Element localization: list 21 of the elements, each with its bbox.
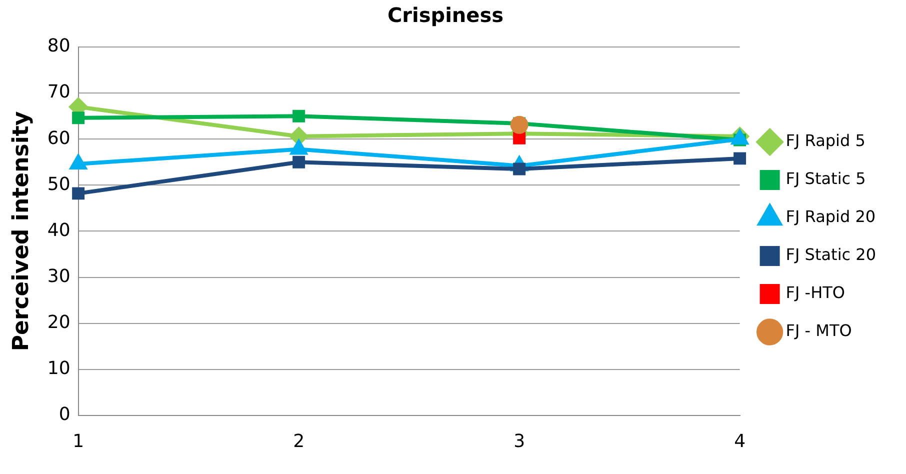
legend-label: FJ Static 20 <box>786 245 876 264</box>
y-tick-label: 60 <box>47 128 70 149</box>
legend-label: FJ Static 5 <box>786 169 866 188</box>
y-tick-label: 40 <box>47 220 70 241</box>
y-tick-label: 0 <box>58 404 70 426</box>
y-tick-label: 10 <box>47 358 70 380</box>
x-tick-label: 2 <box>293 430 305 452</box>
y-tick-label: 30 <box>47 266 70 287</box>
legend-label: FJ Rapid 20 <box>786 207 876 226</box>
legend-label: FJ Rapid 5 <box>786 131 866 150</box>
y-axis-title: Perceived intensity <box>8 111 34 352</box>
x-tick-label: 1 <box>72 430 84 452</box>
y-tick-label: 20 <box>47 312 70 333</box>
chart-title: Crispiness <box>387 3 504 28</box>
legend-label: FJ -HTO <box>786 283 845 302</box>
x-tick-label: 4 <box>734 430 746 452</box>
y-tick-label: 70 <box>47 82 70 103</box>
x-tick-label: 3 <box>514 430 526 452</box>
legend-label: FJ - MTO <box>786 321 852 340</box>
y-tick-label: 50 <box>47 174 70 195</box>
y-tick-label: 80 <box>47 36 70 57</box>
